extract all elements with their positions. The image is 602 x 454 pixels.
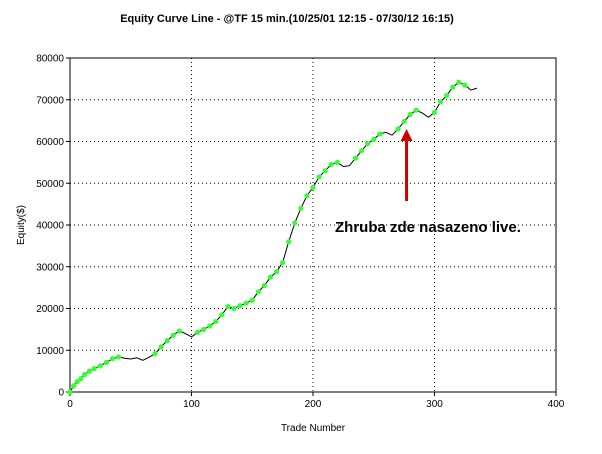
trade-point [328, 161, 334, 168]
y-tick-label: 30000 [36, 262, 64, 273]
y-tick-label: 50000 [36, 179, 64, 190]
trade-point [273, 269, 280, 275]
y-tick-label: 70000 [36, 95, 64, 106]
trade-point [437, 99, 444, 105]
winning-trade-markers [67, 79, 468, 395]
trade-point [292, 220, 298, 226]
trade-point [170, 332, 176, 338]
y-tick-label: 80000 [36, 54, 64, 65]
trade-point [352, 155, 359, 161]
trade-point [86, 368, 93, 374]
trade-point [194, 329, 201, 335]
grid-lines [70, 58, 556, 392]
trade-point [280, 259, 286, 266]
trade-point [267, 274, 274, 280]
trade-point [359, 148, 365, 154]
trade-point [286, 239, 292, 245]
x-tick-label: 100 [183, 399, 200, 410]
y-tick-label: 60000 [36, 137, 64, 148]
x-tick-label: 0 [67, 399, 73, 410]
trade-point [407, 111, 413, 117]
trade-point [401, 118, 407, 125]
y-tick-label: 10000 [36, 346, 64, 357]
trade-point [237, 302, 243, 309]
trade-point [207, 323, 213, 329]
x-axis-label: Trade Number [281, 423, 346, 434]
trade-point [225, 303, 231, 310]
trade-point [231, 305, 237, 312]
trade-point [219, 312, 225, 318]
trade-point [431, 109, 438, 115]
trade-point [413, 107, 419, 113]
trade-point [103, 359, 110, 365]
annotation: Zhruba zde nasazeno live. [335, 128, 521, 236]
trade-point [78, 376, 84, 382]
chart-title: Equity Curve Line - @TF 15 min.(10/25/01… [120, 13, 454, 25]
trade-point [164, 338, 170, 344]
x-tick-label: 200 [305, 399, 322, 410]
trade-point [371, 136, 377, 143]
trade-point [310, 184, 316, 191]
trade-point [109, 356, 116, 362]
equity-series [69, 81, 478, 393]
x-tick-label: 400 [548, 399, 565, 410]
trade-point [334, 159, 340, 165]
equity-line [69, 81, 478, 393]
trade-point [304, 193, 310, 199]
trade-point [261, 282, 267, 289]
trade-point [444, 92, 450, 99]
trade-point [74, 378, 80, 385]
trade-point [176, 328, 182, 334]
trade-point [462, 82, 468, 88]
trade-point [97, 363, 103, 369]
trade-point [67, 389, 73, 395]
trade-point [316, 174, 322, 180]
x-tick-label: 300 [426, 399, 443, 410]
trade-point [201, 326, 207, 332]
annotation-arrow-head [400, 128, 413, 141]
trade-point [152, 350, 158, 357]
trade-point [365, 140, 371, 147]
trade-point [456, 79, 462, 85]
trade-point [71, 383, 77, 389]
trade-point [158, 344, 164, 350]
trade-point [255, 289, 261, 295]
y-axis-label: Equity($) [16, 205, 27, 245]
y-tick-label: 0 [58, 388, 64, 399]
trade-point [450, 84, 456, 90]
trade-point [377, 131, 383, 137]
trade-point [249, 297, 255, 303]
trade-point [395, 126, 401, 132]
trade-point [243, 300, 249, 306]
y-axis: 0 10000 20000 30000 40000 50000 60000 70000 8000… [36, 54, 70, 399]
trade-point [81, 371, 88, 378]
trade-point [213, 318, 219, 325]
trade-point [298, 205, 304, 211]
x-axis: 0 100 200 300 400 [67, 392, 565, 410]
y-tick-label: 40000 [36, 221, 64, 232]
trade-point [91, 366, 97, 372]
trade-point [322, 168, 328, 174]
annotation-text: Zhruba zde nasazeno live. [335, 219, 521, 236]
y-tick-label: 20000 [36, 304, 64, 315]
trade-point [116, 354, 122, 360]
